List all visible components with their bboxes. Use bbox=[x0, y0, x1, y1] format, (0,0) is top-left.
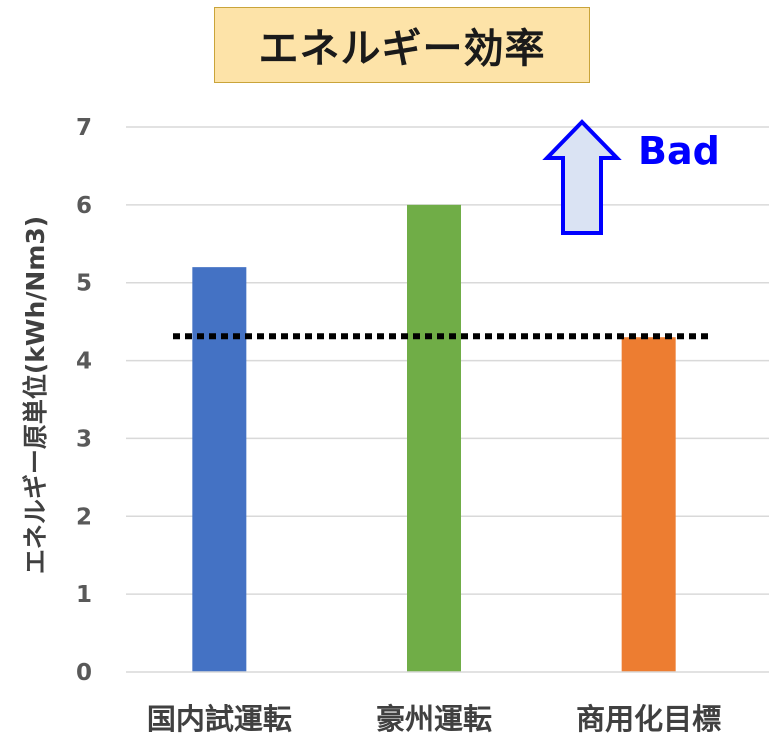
chart-title: エネルギー効率 bbox=[258, 26, 546, 72]
y-tick-label: 6 bbox=[76, 193, 92, 219]
up-arrow-icon bbox=[542, 119, 622, 235]
bar-3 bbox=[621, 337, 676, 672]
y-tick-label: 5 bbox=[76, 271, 92, 297]
y-tick-label: 4 bbox=[76, 349, 92, 375]
bar-1 bbox=[192, 267, 247, 672]
x-axis-categories: 国内試運転 豪州運転 商用化目標 bbox=[147, 702, 721, 736]
y-tick-label: 0 bbox=[76, 660, 92, 686]
x-category-label: 商用化目標 bbox=[576, 702, 721, 736]
x-category-label: 豪州運転 bbox=[376, 702, 492, 736]
y-tick-label: 3 bbox=[76, 426, 92, 452]
y-axis-label: エネルギー原単位(kWh/Nm3) bbox=[21, 216, 50, 574]
y-tick-label: 2 bbox=[76, 504, 92, 530]
chart-title-box: エネルギー効率 bbox=[214, 7, 590, 83]
x-category-label: 国内試運転 bbox=[147, 702, 292, 736]
bar-2 bbox=[407, 204, 461, 672]
y-tick-label: 7 bbox=[76, 115, 92, 141]
y-tick-label: 1 bbox=[76, 582, 92, 608]
bad-annotation: Bad bbox=[638, 129, 720, 173]
y-axis-ticks: 0 1 2 3 4 5 6 7 bbox=[76, 115, 92, 686]
